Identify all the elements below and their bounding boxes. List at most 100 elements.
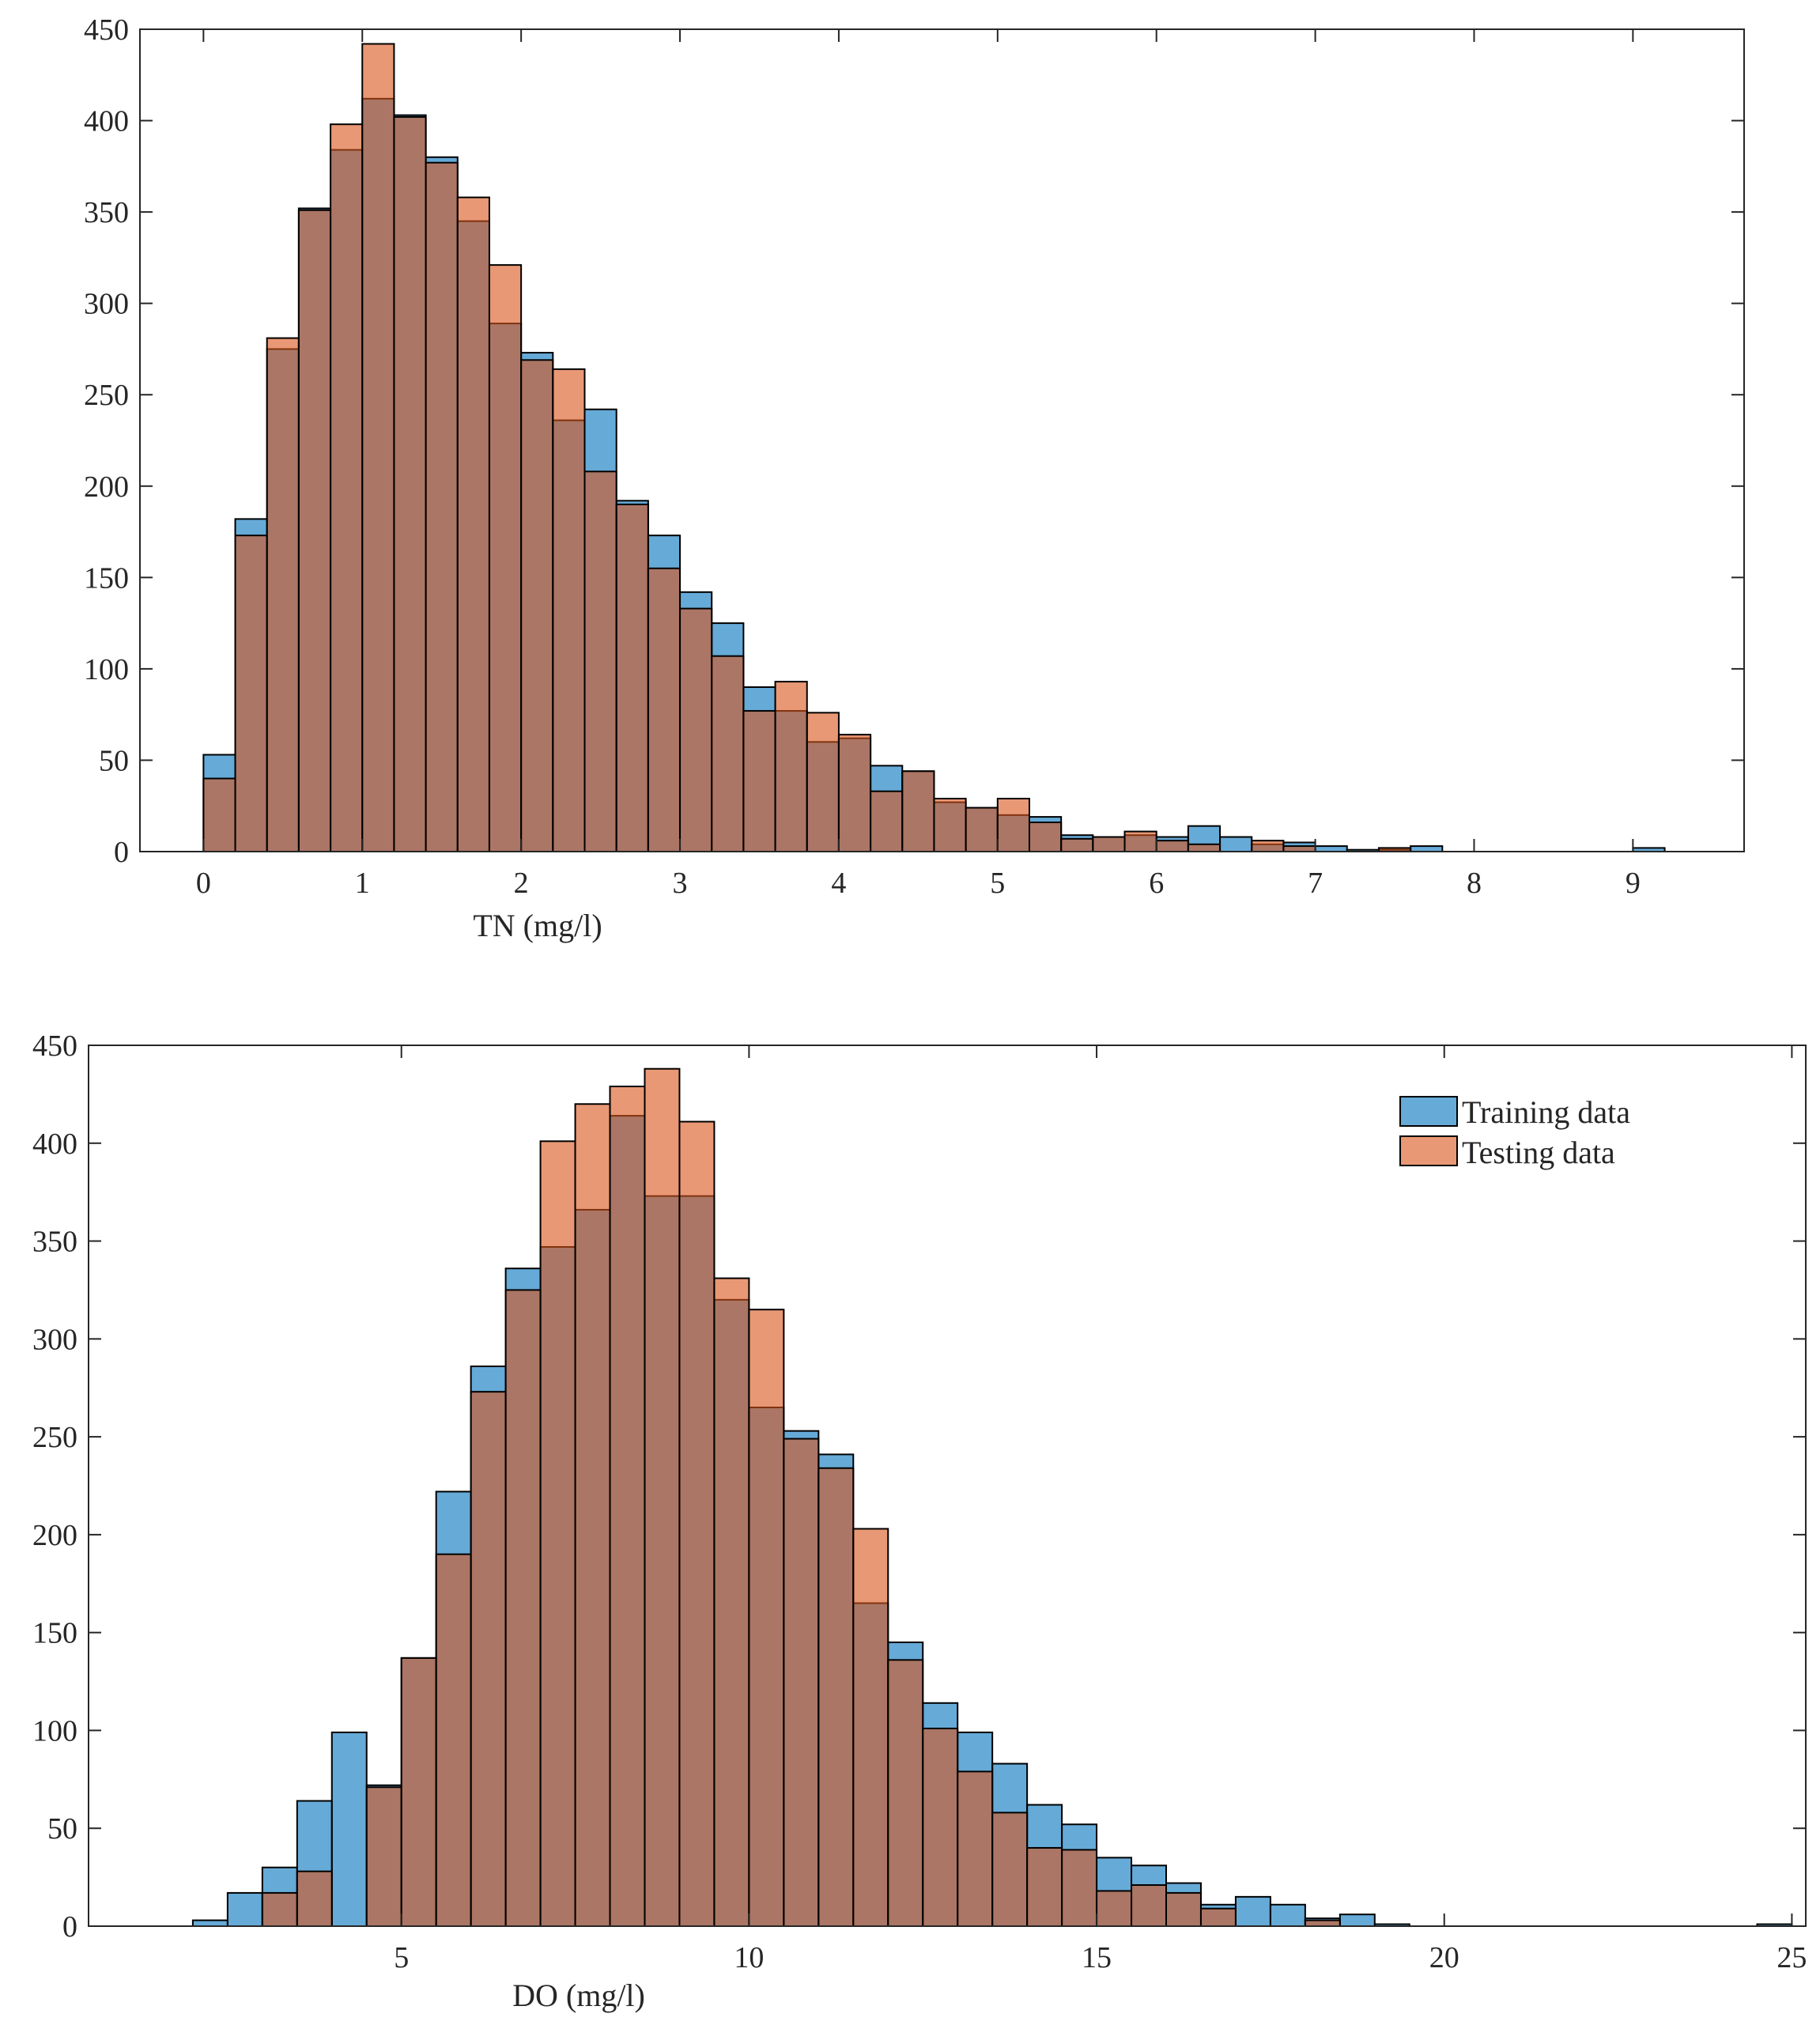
do-bar-training-1 (226, 1891, 263, 1927)
do-bar-testing-32 (1304, 1919, 1341, 1928)
do-bar-testing-29 (1199, 1907, 1237, 1927)
do-histogram-axes: 0 50 100 150 200 250 300 350 400 450 5 10 15 20 25 (32, 1030, 1807, 1974)
do-histogram-bars (191, 1067, 1793, 1928)
tn-y-tick-label-7: 350 (84, 196, 129, 229)
tn-bar-testing-2 (266, 337, 300, 852)
tn-y-tick-label-0: 0 (114, 836, 129, 869)
do-y-tick-label-1: 50 (47, 1812, 77, 1846)
do-bar-testing-18 (817, 1467, 855, 1927)
legend-swatch-testing (1399, 1135, 1458, 1166)
tn-bar-training-35 (1314, 845, 1348, 852)
do-x-tick-label-2: 15 (1082, 1941, 1112, 1974)
tn-x-tick-label-3: 3 (673, 867, 688, 900)
tn-bar-testing-5 (361, 43, 395, 853)
do-bar-testing-24 (1026, 1846, 1063, 1927)
tn-bar-testing-3 (297, 209, 332, 852)
tn-bar-testing-17 (742, 710, 776, 852)
do-bar-testing-13 (644, 1067, 681, 1927)
tn-bar-testing-28 (1092, 836, 1126, 853)
tn-bar-testing-1 (234, 535, 268, 852)
tn-bar-testing-20 (837, 734, 872, 853)
tn-y-tick-label-5: 250 (84, 379, 129, 412)
tn-bar-testing-15 (679, 607, 713, 852)
tn-bar-testing-19 (806, 712, 840, 852)
tn-y-tick-label-3: 150 (84, 561, 129, 595)
do-bar-testing-6 (400, 1657, 437, 1928)
tn-y-tick-label-9: 450 (84, 13, 129, 47)
tn-bar-testing-33 (1251, 840, 1285, 853)
tn-histogram-panel: 0 50 100 150 200 250 300 350 400 450 0 1 2 3 4 5 6 7 8 9 TN… (84, 13, 1745, 943)
do-y-tick-label-9: 450 (32, 1030, 77, 1063)
do-bar-testing-19 (852, 1528, 889, 1927)
tn-bar-testing-10 (520, 359, 554, 852)
tn-bar-training-32 (1219, 836, 1253, 853)
tn-y-tick-label-1: 50 (99, 744, 129, 777)
legend: Training data Testing data (1399, 1094, 1630, 1170)
do-bar-testing-9 (504, 1289, 542, 1927)
tn-bar-testing-9 (488, 264, 523, 852)
do-bar-training-31 (1269, 1903, 1306, 1928)
tn-bar-testing-23 (933, 797, 967, 852)
do-bar-testing-7 (435, 1553, 472, 1927)
tn-y-tick-label-8: 400 (84, 105, 129, 138)
tn-bar-testing-27 (1060, 837, 1094, 852)
do-y-tick-label-3: 150 (32, 1617, 77, 1650)
do-bar-training-30 (1234, 1895, 1271, 1928)
tn-bar-testing-16 (711, 655, 745, 853)
legend-label-testing: Testing data (1462, 1135, 1615, 1170)
do-histogram-panel: 0 50 100 150 200 250 300 350 400 450 5 10 15 20 25 DO … (32, 1030, 1807, 2013)
legend-label-training: Training data (1462, 1094, 1630, 1130)
do-bar-testing-27 (1131, 1884, 1168, 1928)
do-bar-testing-15 (713, 1277, 750, 1927)
do-bar-testing-2 (261, 1891, 298, 1927)
tn-x-tick-label-0: 0 (196, 867, 211, 900)
tn-bar-testing-4 (330, 123, 364, 852)
tn-bar-testing-18 (774, 681, 808, 852)
do-y-tick-label-5: 250 (32, 1421, 77, 1454)
tn-bar-testing-0 (202, 777, 236, 852)
do-x-axis-label: DO (mg/l) (512, 1978, 645, 2013)
do-x-tick-label-3: 20 (1429, 1941, 1459, 1974)
do-bar-testing-21 (922, 1727, 959, 1927)
do-x-tick-label-0: 5 (394, 1941, 409, 1974)
do-bar-training-0 (191, 1919, 228, 1928)
do-bar-testing-8 (470, 1391, 507, 1928)
do-bar-testing-20 (887, 1659, 924, 1928)
tn-bar-testing-29 (1123, 830, 1157, 852)
do-x-tick-label-4: 25 (1777, 1941, 1807, 1974)
do-bar-training-33 (1339, 1914, 1376, 1927)
tn-bar-testing-11 (552, 368, 586, 852)
tn-histogram-axes: 0 50 100 150 200 250 300 350 400 450 0 1 2 3 4 5 6 7 8 9 (84, 13, 1745, 900)
legend-swatch-training (1399, 1096, 1458, 1127)
tn-histogram-bars (202, 43, 1666, 853)
do-bar-testing-26 (1096, 1890, 1133, 1927)
do-bar-testing-12 (609, 1085, 646, 1927)
do-bar-testing-10 (539, 1140, 576, 1928)
tn-bar-testing-26 (1028, 822, 1063, 853)
do-axes-box (88, 1045, 1807, 1927)
tn-x-tick-label-8: 8 (1467, 867, 1482, 900)
do-bar-testing-22 (957, 1770, 994, 1927)
tn-bar-testing-34 (1282, 845, 1316, 852)
tn-bar-testing-25 (996, 797, 1030, 852)
do-y-tick-label-0: 0 (62, 1910, 77, 1944)
tn-bar-testing-21 (870, 790, 904, 852)
tn-x-axis-label: TN (mg/l) (473, 908, 602, 943)
tn-bar-testing-14 (647, 567, 682, 853)
tn-bar-testing-13 (615, 503, 649, 852)
do-bar-testing-3 (296, 1870, 333, 1927)
do-y-tick-label-4: 200 (32, 1519, 77, 1552)
tn-x-tick-label-6: 6 (1149, 867, 1164, 900)
tn-bar-testing-31 (1187, 843, 1222, 853)
do-bar-testing-14 (678, 1120, 716, 1928)
tn-y-tick-label-2: 100 (84, 653, 129, 686)
tn-bar-testing-22 (901, 770, 935, 852)
do-y-tick-label-2: 100 (32, 1714, 77, 1747)
tn-bar-testing-24 (965, 807, 999, 853)
tn-x-tick-label-4: 4 (831, 867, 846, 900)
tn-axes-box (139, 28, 1745, 852)
tn-bar-testing-6 (393, 115, 427, 852)
do-y-tick-label-6: 300 (32, 1323, 77, 1356)
tn-x-tick-label-1: 1 (355, 867, 370, 900)
tn-y-tick-label-6: 300 (84, 288, 129, 321)
